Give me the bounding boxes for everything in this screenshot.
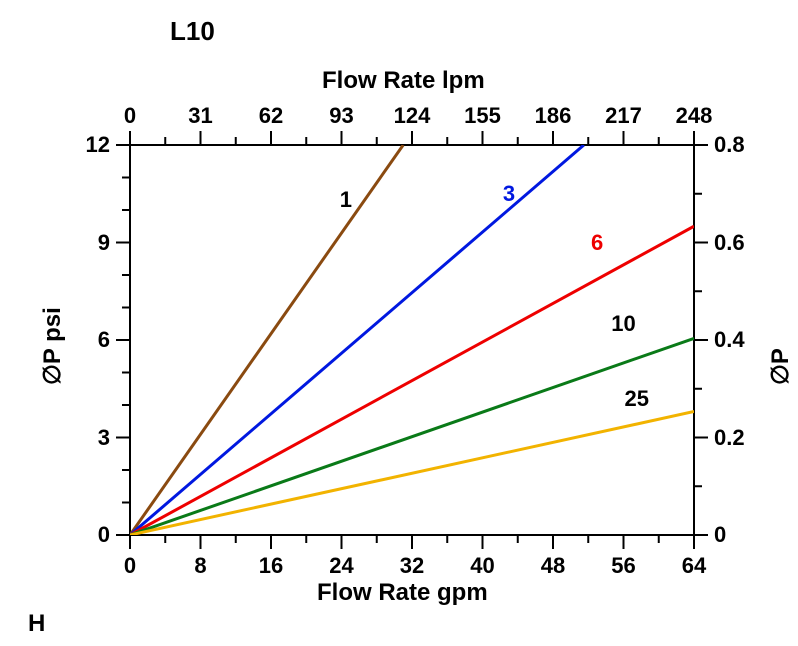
tick-label: 0 [100, 103, 160, 129]
tick-label: 186 [523, 103, 583, 129]
plot-border [130, 145, 694, 535]
tick-label: 24 [312, 553, 372, 579]
tick-label: 48 [523, 553, 583, 579]
tick-label: 16 [241, 553, 301, 579]
chart-container: L10 Flow Rate lpm Flow Rate gpm ∅P psi ∅… [0, 0, 798, 646]
x-bottom-axis-label: Flow Rate gpm [317, 579, 488, 607]
series-label: 1 [326, 187, 366, 213]
tick-label: 0.6 [714, 230, 764, 256]
tick-label: 0 [100, 553, 160, 579]
tick-label: 12 [60, 132, 110, 158]
tick-label: 248 [664, 103, 724, 129]
tick-label: 31 [171, 103, 231, 129]
tick-label: 6 [60, 327, 110, 353]
tick-label: 8 [171, 553, 231, 579]
tick-label: 217 [594, 103, 654, 129]
tick-label: 62 [241, 103, 301, 129]
tick-label: 32 [382, 553, 442, 579]
tick-label: 155 [453, 103, 513, 129]
series-label: 10 [604, 311, 644, 337]
tick-label: 0.8 [714, 132, 764, 158]
tick-label: 9 [60, 230, 110, 256]
tick-label: 0.2 [714, 425, 764, 451]
series-line [130, 338, 694, 535]
y-right-axis-label: ∅P bar [766, 348, 798, 385]
series-label: 25 [617, 386, 657, 412]
tick-label: 0.4 [714, 327, 764, 353]
chart-title: L10 [170, 16, 215, 47]
tick-label: 64 [664, 553, 724, 579]
tick-label: 3 [60, 425, 110, 451]
chart-svg [0, 0, 798, 646]
series-label: 6 [577, 230, 617, 256]
tick-label: 0 [714, 522, 764, 548]
series-line [130, 412, 694, 536]
corner-letter: H [28, 610, 45, 638]
x-top-axis-label: Flow Rate lpm [322, 67, 485, 95]
tick-label: 124 [382, 103, 442, 129]
series-line [130, 226, 694, 535]
tick-label: 0 [60, 522, 110, 548]
tick-label: 93 [312, 103, 372, 129]
tick-label: 56 [594, 553, 654, 579]
series-label: 3 [489, 181, 529, 207]
tick-label: 40 [453, 553, 513, 579]
